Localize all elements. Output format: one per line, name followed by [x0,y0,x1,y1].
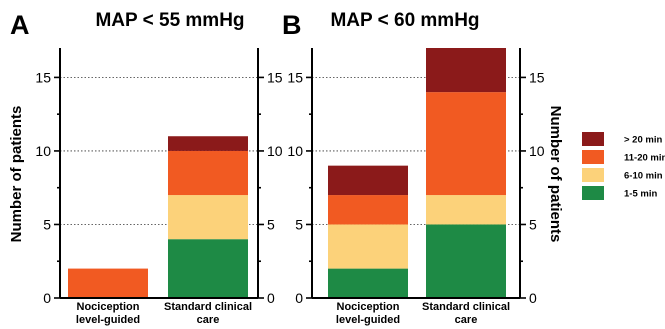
panel-letter-b: B [282,10,302,40]
y-tick-label-left: 15 [35,69,51,85]
tick-labels-b: 0 0 5 5 10 10 15 15 [287,69,544,306]
y-tick-label-right: 10 [267,143,283,159]
legend-label: 6-10 min [624,171,663,182]
bar-segment [426,92,506,196]
legend-label: > 20 min [624,135,662,146]
y-tick-label-left: 0 [43,290,51,306]
panel-a: A MAP < 55 mmHg Number of patients 0 0 5 5 1… [8,10,283,326]
legend-swatch [582,186,604,200]
legend-swatch [582,150,604,164]
panel-b: B MAP < 60 mmHg Number of patients 0 0 5 5 1… [282,10,564,326]
y-tick-label-left: 5 [43,216,51,232]
bar-segment [426,224,506,298]
panel-letter-a: A [10,10,30,40]
axes-a [54,48,264,299]
legend-swatch [582,168,604,182]
bar-segment [328,268,408,298]
tick-labels-a: 0 0 5 5 10 10 15 15 [35,69,282,306]
bar-segment [426,48,506,93]
y-tick-label-right: 5 [267,216,275,232]
legend-label: 11-20 min [624,153,665,164]
legend: > 20 min 11-20 min 6-10 min 1-5 min [582,132,665,200]
y-tick-label-left: 10 [35,143,51,159]
bar-segment [168,150,248,196]
y-tick-label-right: 10 [529,143,545,159]
y-tick-label-right: 0 [529,290,537,306]
category-label: Standard clinical care [422,301,510,326]
bar-segment [426,195,506,225]
bars-b [328,48,506,298]
y-axis-label-b: Number of patients [547,106,564,243]
y-tick-label-left: 10 [287,143,303,159]
y-tick-label-right: 5 [529,216,537,232]
category-labels-a: Nociception level-guided Standard clinical… [76,301,252,326]
y-tick-label-left: 0 [295,290,303,306]
y-tick-label-right: 15 [529,69,545,85]
bar-segment [328,195,408,225]
y-tick-label-left: 5 [295,216,303,232]
panel-title-b: MAP < 60 mmHg [330,10,479,31]
bar-segment [328,165,408,196]
y-tick-label-right: 0 [267,290,275,306]
y-tick-label-right: 15 [267,69,283,85]
y-axis-label-a: Number of patients [8,106,25,243]
bars-a [68,136,248,298]
panel-title-a: MAP < 55 mmHg [95,10,244,31]
bar-segment [168,239,248,298]
bar-segment [168,195,248,240]
axes-b [306,48,526,299]
bar-segment [68,268,148,298]
legend-swatch [582,132,604,146]
legend-label: 1-5 min [624,189,657,200]
y-tick-label-left: 15 [287,69,303,85]
category-labels-b: Nociception level-guided Standard clinical… [336,301,510,326]
bar-segment [168,136,248,151]
category-label: Nociception level-guided [76,301,140,326]
bar-segment [328,224,408,269]
category-label: Standard clinical care [164,301,252,326]
category-label: Nociception level-guided [336,301,400,326]
